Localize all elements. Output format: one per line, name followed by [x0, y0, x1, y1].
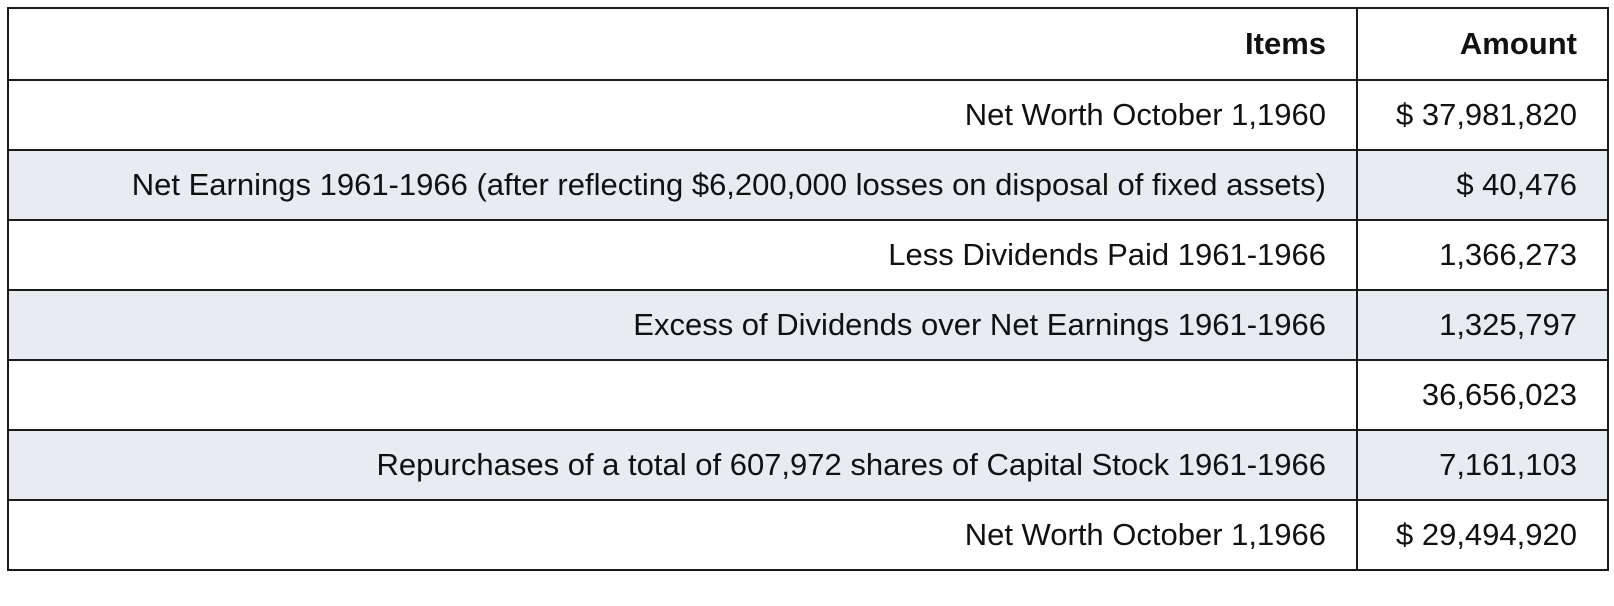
table-row: Excess of Dividends over Net Earnings 19…: [7, 289, 1609, 361]
table-row: Repurchases of a total of 607,972 shares…: [7, 429, 1609, 501]
amount-cell: 36,656,023: [1356, 359, 1609, 431]
item-cell: Excess of Dividends over Net Earnings 19…: [7, 289, 1358, 361]
net-worth-table-container: Items Amount Net Worth October 1,1960 $ …: [7, 7, 1609, 571]
item-cell: Repurchases of a total of 607,972 shares…: [7, 429, 1358, 501]
net-worth-table: Items Amount Net Worth October 1,1960 $ …: [7, 7, 1609, 571]
header-items: Items: [7, 7, 1358, 81]
amount-cell: 7,161,103: [1356, 429, 1609, 501]
table-row: Net Earnings 1961-1966 (after reflecting…: [7, 149, 1609, 221]
table-row: Net Worth October 1,1960 $ 37,981,820: [7, 79, 1609, 151]
item-cell: Less Dividends Paid 1961-1966: [7, 219, 1358, 291]
item-cell: [7, 359, 1358, 431]
table-header-row: Items Amount: [7, 7, 1609, 81]
table-row: Net Worth October 1,1966 $ 29,494,920: [7, 499, 1609, 571]
amount-cell: $ 37,981,820: [1356, 79, 1609, 151]
amount-cell: $ 29,494,920: [1356, 499, 1609, 571]
table-row: 36,656,023: [7, 359, 1609, 431]
item-cell: Net Earnings 1961-1966 (after reflecting…: [7, 149, 1358, 221]
item-cell: Net Worth October 1,1966: [7, 499, 1358, 571]
amount-cell: 1,325,797: [1356, 289, 1609, 361]
amount-cell: $ 40,476: [1356, 149, 1609, 221]
header-amount: Amount: [1356, 7, 1609, 81]
amount-cell: 1,366,273: [1356, 219, 1609, 291]
table-row: Less Dividends Paid 1961-1966 1,366,273: [7, 219, 1609, 291]
item-cell: Net Worth October 1,1960: [7, 79, 1358, 151]
